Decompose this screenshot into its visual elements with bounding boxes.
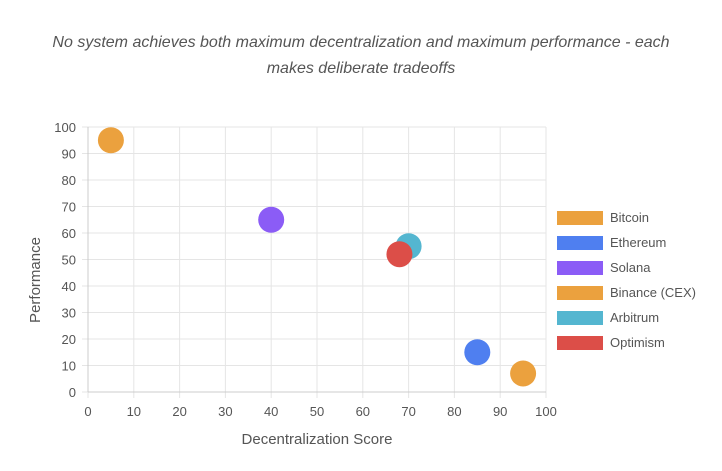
x-tick-label: 70 (401, 404, 415, 419)
y-axis-label: Performance (27, 237, 44, 323)
legend-label-optimism: Optimism (610, 335, 665, 350)
chart-subtitle: No system achieves both maximum decentra… (52, 34, 669, 77)
legend-label-ethereum: Ethereum (610, 235, 666, 250)
legend-swatch-ethereum (557, 236, 603, 250)
y-tick-label: 70 (62, 200, 76, 215)
y-tick-label: 20 (62, 332, 76, 347)
y-tick-label: 30 (62, 306, 76, 321)
legend-label-binance-cex: Binance (CEX) (610, 285, 696, 300)
x-tick-label: 30 (218, 404, 232, 419)
legend-swatch-binance-cex (557, 286, 603, 300)
x-tick-label: 100 (535, 404, 557, 419)
x-tick-label: 50 (310, 404, 324, 419)
y-tick-label: 80 (62, 173, 76, 188)
axes (87, 127, 546, 393)
legend-label-bitcoin: Bitcoin (610, 210, 649, 225)
y-axis-ticks: 0 10 20 30 40 50 60 70 80 90 100 (54, 120, 76, 400)
subtitle-line-1: No system achieves both maximum decentra… (52, 34, 669, 51)
legend-swatch-optimism (557, 336, 603, 350)
y-tick-label: 10 (62, 359, 76, 374)
x-tick-label: 90 (493, 404, 507, 419)
x-tick-label: 0 (84, 404, 91, 419)
point-solana (258, 206, 285, 233)
point-optimism (386, 241, 413, 268)
y-tick-label: 60 (62, 226, 76, 241)
x-tick-label: 20 (172, 404, 186, 419)
x-tick-label: 80 (447, 404, 461, 419)
point-bitcoin (97, 127, 124, 154)
point-binance-cex (510, 360, 537, 387)
y-tick-label: 0 (69, 385, 76, 400)
y-tick-label: 40 (62, 279, 76, 294)
legend-swatch-solana (557, 261, 603, 275)
legend: Bitcoin Ethereum Solana Binance (CEX) Arbitr… (557, 210, 696, 350)
legend-label-solana: Solana (610, 260, 651, 275)
y-tick-label: 100 (54, 120, 76, 135)
legend-label-arbitrum: Arbitrum (610, 310, 659, 325)
x-tick-label: 60 (356, 404, 370, 419)
legend-swatch-bitcoin (557, 211, 603, 225)
x-axis-ticks: 0 10 20 30 40 50 60 70 80 90 100 (84, 404, 556, 419)
y-tick-label: 90 (62, 147, 76, 162)
point-ethereum (464, 339, 491, 366)
legend-swatch-arbitrum (557, 311, 603, 325)
y-tick-label: 50 (62, 253, 76, 268)
x-axis-label: Decentralization Score (242, 431, 393, 448)
subtitle-line-2: makes deliberate tradeoffs (267, 60, 456, 77)
data-points (97, 127, 537, 387)
x-tick-label: 10 (127, 404, 141, 419)
x-tick-label: 40 (264, 404, 278, 419)
